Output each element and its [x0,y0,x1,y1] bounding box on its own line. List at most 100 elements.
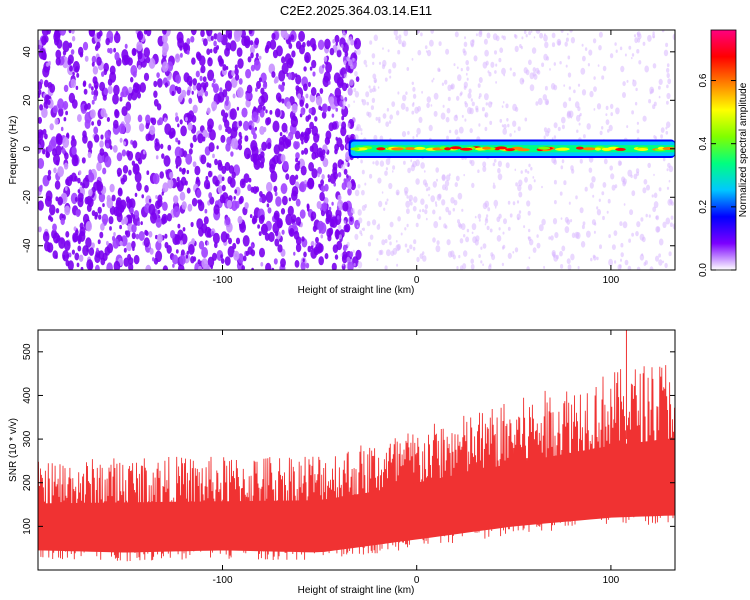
speckle-faint [385,167,388,171]
speckle-faint [635,168,640,174]
speckle-faint [466,228,470,233]
speckle [97,206,102,214]
speckle [134,192,138,197]
speckle [269,163,275,174]
band-hotspot [350,147,360,151]
speckle [179,191,186,201]
speckle-faint [367,241,372,247]
speckle-faint [490,61,495,68]
speckle [194,165,201,176]
speckle [180,249,185,256]
speckle-faint [356,225,359,228]
speckle-faint [619,46,623,51]
speckle-faint [486,225,490,231]
speckle [163,155,171,167]
speckle [104,113,108,118]
speckle [237,58,244,69]
speckle-faint [648,99,652,104]
speckle [96,247,99,252]
speckle-faint [530,166,533,171]
speckle [273,210,280,221]
speckle-faint [581,89,587,96]
speckle-faint [404,190,408,196]
speckle [87,140,93,150]
speckle [125,196,130,204]
speckle-faint [494,50,497,55]
speckle-faint [482,243,487,249]
speckle [55,49,62,59]
speckle-faint [605,119,610,125]
speckle [159,171,164,179]
speckle [225,128,228,133]
speckle-faint [515,182,518,187]
speckle-faint [435,203,438,207]
speckle-faint [375,160,379,166]
speckle-faint [647,34,652,42]
speckle-faint [470,258,475,264]
speckle-faint [505,162,510,169]
speckle [137,30,144,41]
speckle [179,167,182,172]
speckle [269,39,277,50]
speckle-faint [499,118,503,123]
speckle-faint [450,197,455,204]
speckle-faint [353,263,356,267]
speckle [280,208,286,215]
speckle [248,30,253,35]
speckle [318,183,321,188]
speckle [287,72,293,80]
speckle-faint [346,55,350,62]
speckle-faint [409,244,413,250]
speckle-faint [395,240,398,243]
speckle-faint [602,65,607,72]
speckle [300,165,307,176]
speckle-faint [342,30,345,35]
speckle [265,262,272,270]
speckle [197,259,201,265]
speckle-faint [658,95,661,99]
speckle [205,175,209,181]
speckle-faint [566,258,571,265]
speckle [207,170,213,178]
speckle-faint [428,194,430,197]
speckle [324,38,331,50]
speckle [295,157,299,163]
speckle-faint [463,81,468,89]
speckle-faint [489,120,493,125]
speckle [275,196,282,207]
speckle [186,169,190,175]
speckle [190,256,195,264]
speckle [243,120,250,131]
speckle-faint [362,99,367,106]
speckle-faint [371,53,376,59]
speckle [247,184,252,192]
band-hotspot [555,147,569,151]
speckle-faint [653,201,659,209]
speckle [207,69,215,82]
speckle [123,247,127,253]
speckle [345,225,350,233]
speckle-faint [619,264,622,269]
speckle [211,101,218,111]
speckle-faint [566,111,572,119]
speckle [259,197,263,203]
speckle [235,237,241,245]
speckle-faint [372,161,375,165]
colorbar-label: Normalized spectral amplitude [738,82,749,217]
speckle [157,194,163,203]
speckle [261,141,267,151]
speckle-faint [601,75,605,80]
speckle-faint [532,247,537,253]
speckle-faint [652,206,657,213]
speckle-faint [501,67,506,75]
speckle-faint [524,169,528,173]
speckle [250,243,254,249]
speckle [231,70,235,77]
speckle [230,137,238,150]
speckle-faint [622,180,626,187]
speckle-faint [408,194,413,202]
speckle-faint [340,95,344,100]
speckle [298,30,305,42]
speckle [82,41,89,51]
speckle-faint [470,98,473,102]
